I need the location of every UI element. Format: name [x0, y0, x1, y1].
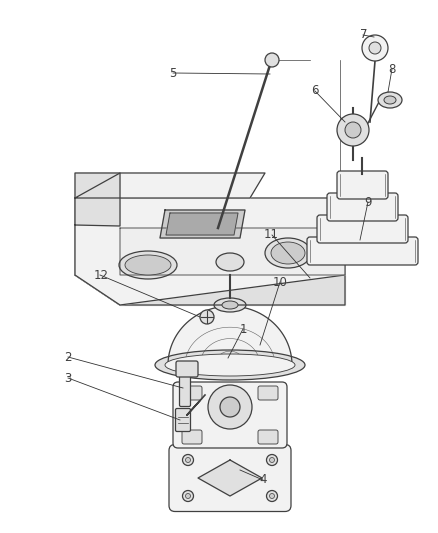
Text: 8: 8 [389, 63, 396, 76]
Circle shape [269, 457, 275, 463]
Ellipse shape [216, 253, 244, 271]
FancyBboxPatch shape [317, 215, 408, 243]
FancyBboxPatch shape [176, 361, 198, 377]
Polygon shape [75, 198, 120, 305]
Polygon shape [166, 213, 238, 235]
Ellipse shape [155, 350, 305, 380]
Text: 2: 2 [64, 351, 72, 364]
Polygon shape [198, 460, 262, 496]
Circle shape [345, 122, 361, 138]
Circle shape [220, 397, 240, 417]
Circle shape [208, 385, 252, 429]
Ellipse shape [119, 251, 177, 279]
FancyBboxPatch shape [173, 382, 287, 448]
Circle shape [337, 114, 369, 146]
Ellipse shape [384, 96, 396, 104]
Polygon shape [75, 173, 265, 198]
Text: 10: 10 [273, 276, 288, 289]
Text: 6: 6 [311, 84, 319, 97]
Ellipse shape [265, 53, 279, 67]
Text: 1: 1 [239, 323, 247, 336]
Ellipse shape [165, 354, 295, 376]
FancyBboxPatch shape [182, 430, 202, 444]
Circle shape [183, 490, 194, 502]
FancyBboxPatch shape [258, 386, 278, 400]
FancyBboxPatch shape [182, 386, 202, 400]
Circle shape [269, 494, 275, 498]
FancyBboxPatch shape [258, 430, 278, 444]
Text: 12: 12 [93, 269, 108, 282]
Circle shape [362, 35, 388, 61]
FancyBboxPatch shape [180, 367, 191, 407]
Polygon shape [75, 173, 120, 226]
FancyBboxPatch shape [176, 408, 191, 432]
FancyBboxPatch shape [180, 364, 190, 372]
Circle shape [186, 457, 191, 463]
Circle shape [200, 310, 214, 324]
Circle shape [186, 494, 191, 498]
Polygon shape [168, 306, 292, 365]
Text: 3: 3 [64, 372, 71, 385]
Ellipse shape [214, 298, 246, 312]
Circle shape [266, 455, 278, 465]
Text: 4: 4 [259, 473, 267, 486]
Circle shape [369, 42, 381, 54]
Polygon shape [75, 275, 345, 305]
FancyBboxPatch shape [169, 445, 291, 512]
Ellipse shape [271, 242, 305, 264]
Text: 9: 9 [364, 196, 372, 209]
Ellipse shape [222, 301, 238, 309]
Circle shape [183, 455, 194, 465]
Circle shape [266, 490, 278, 502]
FancyBboxPatch shape [307, 237, 418, 265]
Ellipse shape [265, 238, 311, 268]
Ellipse shape [378, 92, 402, 108]
Text: 5: 5 [170, 67, 177, 80]
Text: 11: 11 [264, 228, 279, 241]
FancyBboxPatch shape [327, 193, 398, 221]
Polygon shape [75, 198, 345, 305]
Polygon shape [120, 228, 345, 275]
FancyBboxPatch shape [337, 171, 388, 199]
Polygon shape [160, 210, 245, 238]
Ellipse shape [125, 255, 171, 275]
Text: 7: 7 [360, 28, 367, 41]
